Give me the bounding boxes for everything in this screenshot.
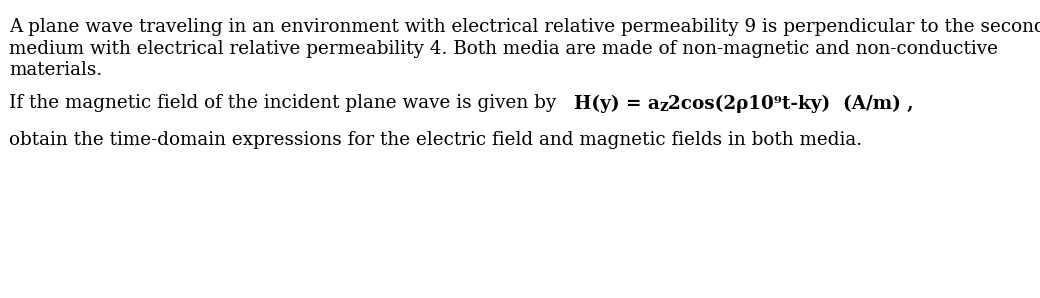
Text: A plane wave traveling in an environment with electrical relative permeability 9: A plane wave traveling in an environment… [9, 18, 1040, 36]
Text: 2cos(2ρ10⁹t-ky)  (A/m) ,: 2cos(2ρ10⁹t-ky) (A/m) , [669, 94, 914, 113]
Text: H(y) = a: H(y) = a [574, 94, 659, 113]
Text: medium with electrical relative permeability 4. Both media are made of non-magne: medium with electrical relative permeabi… [9, 40, 998, 58]
Text: z: z [659, 98, 669, 115]
Text: obtain the time-domain expressions for the electric field and magnetic fields in: obtain the time-domain expressions for t… [9, 131, 862, 149]
Text: If the magnetic field of the incident plane wave is given by: If the magnetic field of the incident pl… [9, 94, 574, 112]
Text: materials.: materials. [9, 61, 102, 79]
